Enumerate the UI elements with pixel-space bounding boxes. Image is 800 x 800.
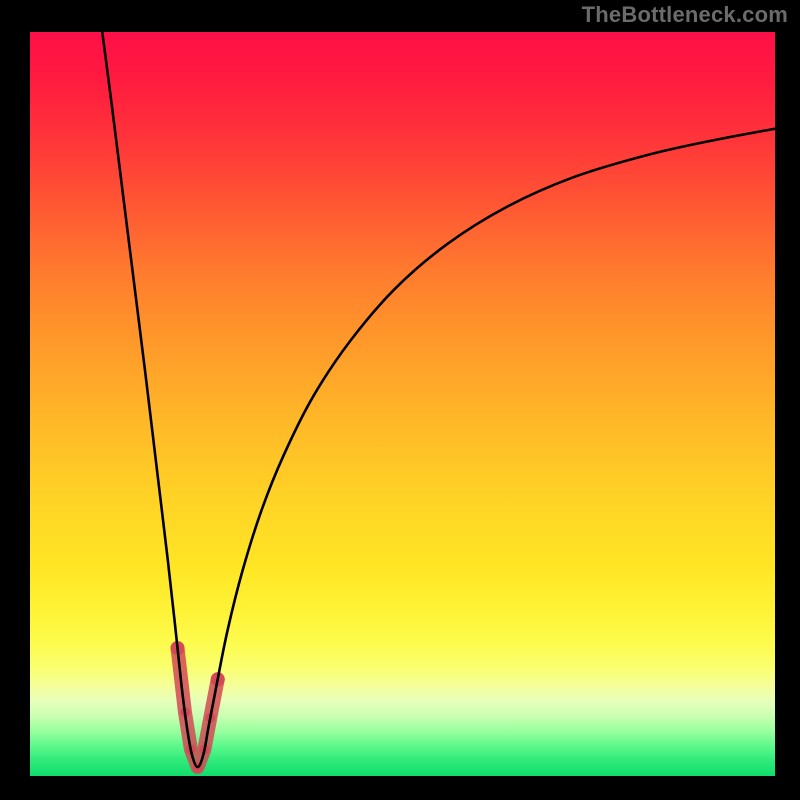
- bottleneck-curve-chart: [0, 0, 800, 800]
- chart-container: TheBottleneck.com: [0, 0, 800, 800]
- plot-gradient-background: [30, 32, 775, 776]
- watermark-text: TheBottleneck.com: [582, 2, 788, 28]
